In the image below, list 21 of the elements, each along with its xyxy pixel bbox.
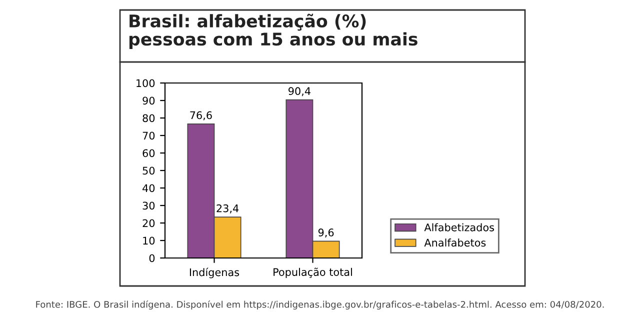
data-label: 90,4	[288, 87, 310, 96]
y-tick-label: 80	[142, 114, 155, 122]
legend-label: Analfabetos	[424, 238, 486, 247]
y-tick-label: 20	[142, 219, 155, 228]
y-tick-label: 0	[149, 254, 155, 262]
data-label: 9,6	[318, 228, 334, 238]
source-note: Fonte: IBGE. O Brasil indígena. Disponível em https://indigenas.ibge.gov.br/graficos-e-tabelas-2.html. Acesso em: 04/08/2020.	[36, 300, 604, 310]
y-tick-label: 10	[143, 236, 155, 245]
y-tick-label: 90	[142, 96, 155, 105]
legend-label: Alfabetizados	[424, 223, 494, 232]
x-tick-label: Indígenas	[190, 268, 240, 278]
data-label: 23,4	[216, 204, 239, 214]
y-tick-label: 60	[142, 149, 155, 158]
chart-title: Brasil: alfabetização (%) pessoas com 15 anos ou mais	[129, 14, 418, 50]
y-tick-label: 30	[142, 202, 155, 210]
y-tick-label: 50	[142, 166, 155, 175]
y-tick-label: 100	[136, 79, 155, 88]
x-tick-label: População total	[274, 268, 352, 278]
y-tick-label: 40	[142, 184, 155, 192]
data-label: 76,6	[190, 111, 212, 120]
y-tick-label: 70	[142, 132, 155, 140]
